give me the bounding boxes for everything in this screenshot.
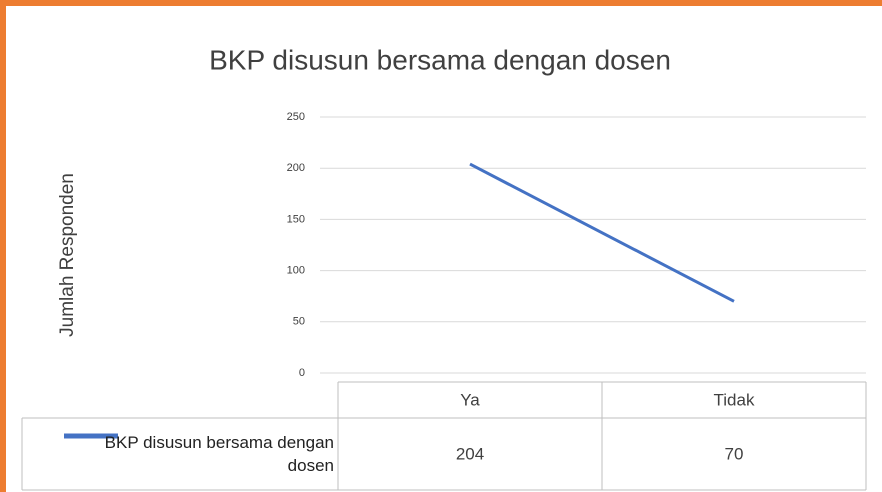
data-table bbox=[21, 381, 867, 491]
y-tick-label: 250 bbox=[287, 111, 305, 123]
x-tick-label: Ya bbox=[460, 390, 480, 409]
series-line bbox=[469, 162, 735, 303]
frame-left bbox=[0, 0, 6, 492]
chart-title: BKP disusun bersama dengan dosen bbox=[209, 44, 671, 75]
table-value: 70 bbox=[725, 444, 744, 463]
frame-top bbox=[0, 0, 882, 6]
y-axis-label: Jumlah Responden bbox=[57, 173, 78, 337]
table-value: 204 bbox=[456, 444, 484, 463]
y-tick-label: 50 bbox=[293, 316, 305, 328]
y-tick-label: 200 bbox=[287, 162, 305, 174]
legend-label: BKP disusun bersama dengan dosen bbox=[104, 433, 334, 475]
y-tick-label: 150 bbox=[287, 213, 305, 225]
y-tick-label: 0 bbox=[299, 367, 305, 379]
x-tick-label: Tidak bbox=[714, 390, 755, 409]
y-tick-label: 100 bbox=[287, 265, 305, 277]
